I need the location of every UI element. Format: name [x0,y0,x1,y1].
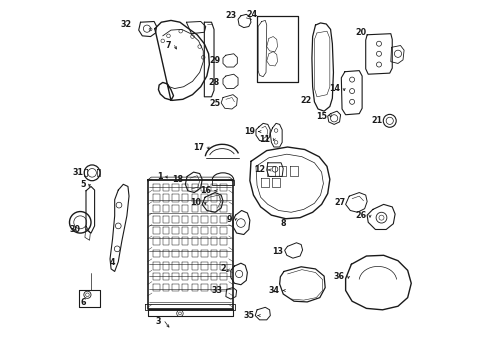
Text: 24: 24 [245,10,257,19]
Text: 35: 35 [243,311,254,320]
Text: 32: 32 [120,19,131,28]
Text: 18: 18 [172,175,183,184]
Text: 28: 28 [208,78,220,87]
Text: 29: 29 [208,57,220,66]
Text: 22: 22 [300,96,311,105]
Text: 4: 4 [110,258,115,267]
Text: 36: 36 [333,272,344,281]
Text: 27: 27 [334,198,345,207]
Text: 19: 19 [244,127,255,136]
Text: 10: 10 [190,198,201,207]
Text: 8: 8 [280,219,285,228]
Text: 17: 17 [193,143,204,152]
Text: 5: 5 [81,180,86,189]
Text: 11: 11 [259,135,270,144]
Text: 15: 15 [315,112,326,121]
Text: 30: 30 [69,225,81,234]
Text: 26: 26 [355,211,366,220]
Text: 16: 16 [200,186,211,195]
Text: 7: 7 [165,41,171,50]
Text: 25: 25 [208,99,220,108]
Text: 33: 33 [212,286,223,295]
Text: 13: 13 [272,247,283,256]
Text: 14: 14 [329,84,340,93]
Text: 12: 12 [254,166,265,175]
Text: 2: 2 [220,265,225,274]
Text: 34: 34 [268,286,279,295]
Text: 31: 31 [73,168,83,177]
Text: 3: 3 [156,317,161,326]
Text: 20: 20 [355,28,366,37]
Text: 1: 1 [157,172,163,181]
Text: 23: 23 [225,10,236,19]
Text: 6: 6 [81,298,86,307]
Text: 9: 9 [226,215,231,224]
Text: 21: 21 [371,116,382,125]
